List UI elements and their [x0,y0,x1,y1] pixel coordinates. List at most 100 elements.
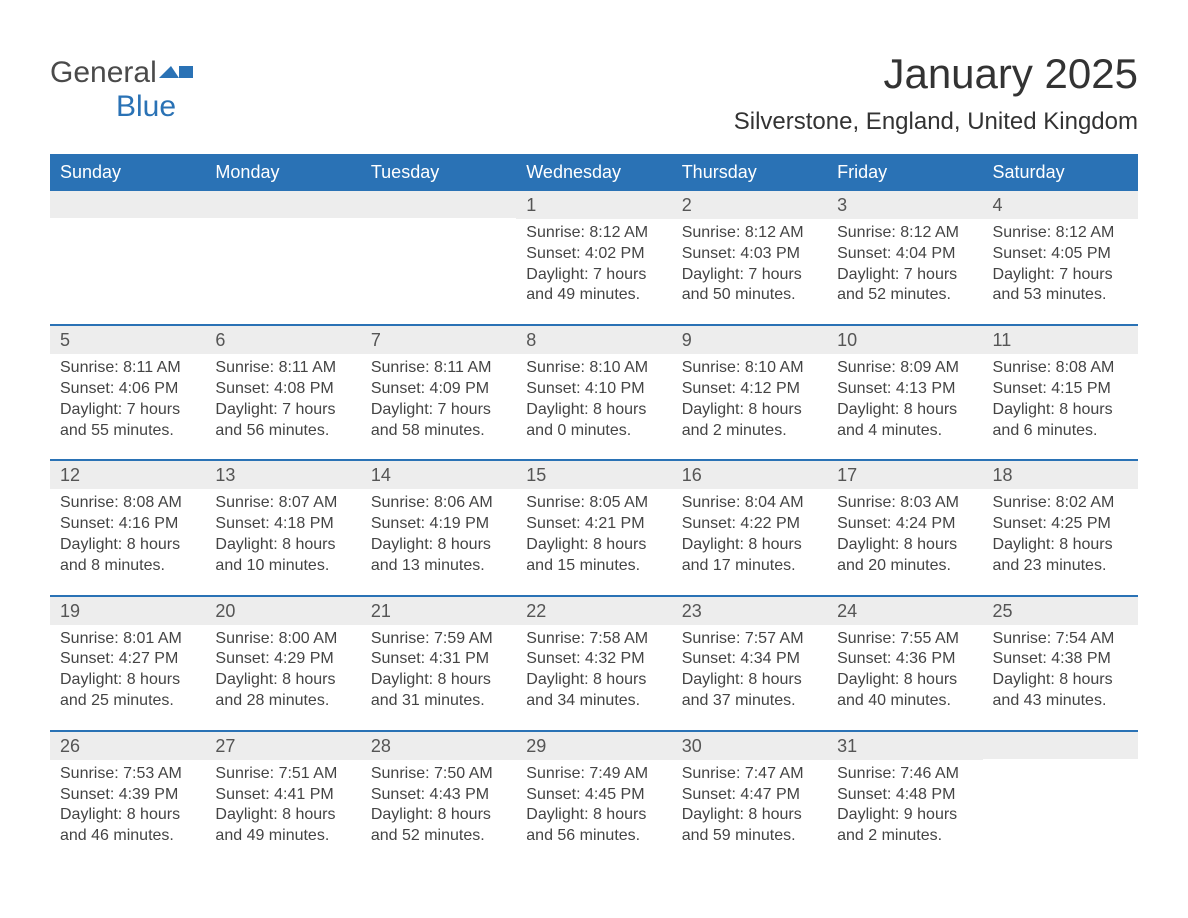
calendar-day: 26Sunrise: 7:53 AMSunset: 4:39 PMDayligh… [50,732,205,865]
calendar-day: 23Sunrise: 7:57 AMSunset: 4:34 PMDayligh… [672,597,827,730]
calendar-day: 6Sunrise: 8:11 AMSunset: 4:08 PMDaylight… [205,326,360,459]
day-details: Sunrise: 8:05 AMSunset: 4:21 PMDaylight:… [516,489,671,576]
sunrise-line: Sunrise: 7:54 AM [993,629,1128,650]
sunset-line: Sunset: 4:36 PM [837,649,972,670]
daylight-line: Daylight: 8 hours and 40 minutes. [837,670,972,712]
sunset-line: Sunset: 4:13 PM [837,379,972,400]
daylight-line: Daylight: 8 hours and 56 minutes. [526,805,661,847]
calendar-day: 3Sunrise: 8:12 AMSunset: 4:04 PMDaylight… [827,191,982,324]
daylight-line: Daylight: 7 hours and 49 minutes. [526,265,661,307]
calendar-day: 18Sunrise: 8:02 AMSunset: 4:25 PMDayligh… [983,461,1138,594]
day-details: Sunrise: 7:49 AMSunset: 4:45 PMDaylight:… [516,760,671,847]
day-number: 9 [672,326,827,354]
day-number: 6 [205,326,360,354]
sunrise-line: Sunrise: 7:53 AM [60,764,195,785]
calendar-day: 30Sunrise: 7:47 AMSunset: 4:47 PMDayligh… [672,732,827,865]
brand-name: GeneralBlue [50,50,193,124]
daylight-line: Daylight: 8 hours and 31 minutes. [371,670,506,712]
day-number: 22 [516,597,671,625]
calendar-week: 1Sunrise: 8:12 AMSunset: 4:02 PMDaylight… [50,191,1138,324]
title-block: January 2025 Silverstone, England, Unite… [734,50,1138,146]
sunrise-line: Sunrise: 8:02 AM [993,493,1128,514]
weekday-header: Saturday [983,154,1138,191]
day-number: 24 [827,597,982,625]
calendar-day: 9 Sunrise: 8:10 AMSunset: 4:12 PMDaylight… [672,326,827,459]
sunset-line: Sunset: 4:08 PM [215,379,350,400]
sunrise-line: Sunrise: 8:12 AM [682,223,817,244]
sunrise-line: Sunrise: 8:10 AM [682,358,817,379]
sunset-line: Sunset: 4:48 PM [837,785,972,806]
daylight-line: Daylight: 8 hours and 10 minutes. [215,535,350,577]
sunset-line: Sunset: 4:03 PM [682,244,817,265]
sunset-line: Sunset: 4:38 PM [993,649,1128,670]
calendar-day: 13Sunrise: 8:07 AMSunset: 4:18 PMDayligh… [205,461,360,594]
sunrise-line: Sunrise: 8:08 AM [993,358,1128,379]
daylight-line: Daylight: 8 hours and 2 minutes. [682,400,817,442]
sunset-line: Sunset: 4:16 PM [60,514,195,535]
daylight-line: Daylight: 8 hours and 49 minutes. [215,805,350,847]
day-details: Sunrise: 8:01 AMSunset: 4:27 PMDaylight:… [50,625,205,712]
day-number: 4 [983,191,1138,219]
sunset-line: Sunset: 4:41 PM [215,785,350,806]
calendar-table: SundayMondayTuesdayWednesdayThursdayFrid… [50,154,1138,865]
sunrise-line: Sunrise: 8:07 AM [215,493,350,514]
day-details: Sunrise: 7:55 AMSunset: 4:36 PMDaylight:… [827,625,982,712]
day-number: 13 [205,461,360,489]
calendar-day: 16Sunrise: 8:04 AMSunset: 4:22 PMDayligh… [672,461,827,594]
day-details: Sunrise: 8:12 AMSunset: 4:05 PMDaylight:… [983,219,1138,306]
day-details: Sunrise: 8:00 AMSunset: 4:29 PMDaylight:… [205,625,360,712]
day-number: 28 [361,732,516,760]
daylight-line: Daylight: 8 hours and 8 minutes. [60,535,195,577]
sunset-line: Sunset: 4:12 PM [682,379,817,400]
day-number: 25 [983,597,1138,625]
day-details: Sunrise: 7:57 AMSunset: 4:34 PMDaylight:… [672,625,827,712]
daylight-line: Daylight: 7 hours and 58 minutes. [371,400,506,442]
day-number: 10 [827,326,982,354]
day-number: 19 [50,597,205,625]
daylight-line: Daylight: 8 hours and 20 minutes. [837,535,972,577]
daylight-line: Daylight: 7 hours and 53 minutes. [993,265,1128,307]
calendar-day: 17Sunrise: 8:03 AMSunset: 4:24 PMDayligh… [827,461,982,594]
calendar-day: 7Sunrise: 8:11 AMSunset: 4:09 PMDaylight… [361,326,516,459]
sunrise-line: Sunrise: 7:59 AM [371,629,506,650]
sunrise-line: Sunrise: 7:49 AM [526,764,661,785]
weekday-header: Monday [205,154,360,191]
day-number: 12 [50,461,205,489]
sunrise-line: Sunrise: 7:50 AM [371,764,506,785]
day-number: 15 [516,461,671,489]
brand-blue: Blue [116,90,176,123]
day-number: 30 [672,732,827,760]
sunset-line: Sunset: 4:29 PM [215,649,350,670]
daylight-line: Daylight: 8 hours and 43 minutes. [993,670,1128,712]
calendar-day: 28Sunrise: 7:50 AMSunset: 4:43 PMDayligh… [361,732,516,865]
calendar-week: 26Sunrise: 7:53 AMSunset: 4:39 PMDayligh… [50,730,1138,865]
day-details: Sunrise: 7:46 AMSunset: 4:48 PMDaylight:… [827,760,982,847]
calendar-day: 10Sunrise: 8:09 AMSunset: 4:13 PMDayligh… [827,326,982,459]
day-details: Sunrise: 7:51 AMSunset: 4:41 PMDaylight:… [205,760,360,847]
sunset-line: Sunset: 4:25 PM [993,514,1128,535]
daylight-line: Daylight: 8 hours and 0 minutes. [526,400,661,442]
sunset-line: Sunset: 4:22 PM [682,514,817,535]
day-details: Sunrise: 8:11 AMSunset: 4:08 PMDaylight:… [205,354,360,441]
day-number: 26 [50,732,205,760]
calendar-day [361,191,516,324]
day-details: Sunrise: 8:08 AMSunset: 4:15 PMDaylight:… [983,354,1138,441]
daylight-line: Daylight: 8 hours and 13 minutes. [371,535,506,577]
daylight-line: Daylight: 8 hours and 15 minutes. [526,535,661,577]
day-number: 5 [50,326,205,354]
sunrise-line: Sunrise: 8:11 AM [371,358,506,379]
weekday-header-row: SundayMondayTuesdayWednesdayThursdayFrid… [50,154,1138,191]
day-details: Sunrise: 8:11 AMSunset: 4:09 PMDaylight:… [361,354,516,441]
calendar-day: 2Sunrise: 8:12 AMSunset: 4:03 PMDaylight… [672,191,827,324]
day-details: Sunrise: 8:09 AMSunset: 4:13 PMDaylight:… [827,354,982,441]
day-number: 1 [516,191,671,219]
day-details: Sunrise: 8:10 AMSunset: 4:10 PMDaylight:… [516,354,671,441]
sunset-line: Sunset: 4:27 PM [60,649,195,670]
calendar-day: 21Sunrise: 7:59 AMSunset: 4:31 PMDayligh… [361,597,516,730]
day-details: Sunrise: 8:12 AMSunset: 4:04 PMDaylight:… [827,219,982,306]
day-number [983,732,1138,759]
calendar-day [50,191,205,324]
sunset-line: Sunset: 4:45 PM [526,785,661,806]
sunrise-line: Sunrise: 7:51 AM [215,764,350,785]
sunrise-line: Sunrise: 8:01 AM [60,629,195,650]
